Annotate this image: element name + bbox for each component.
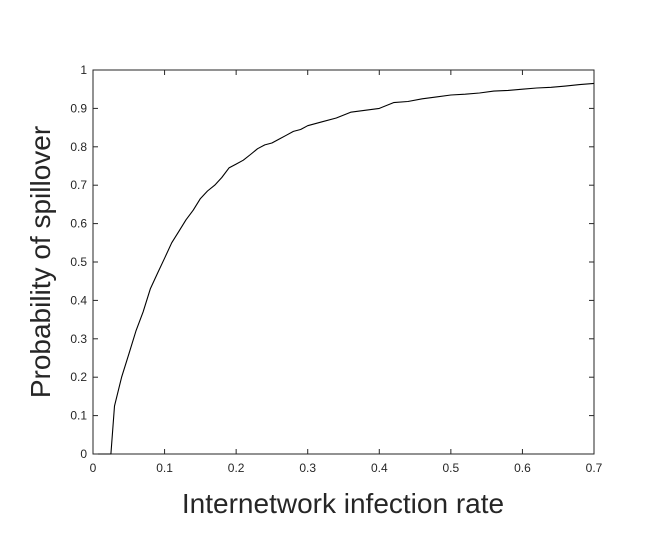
y-axis-label: Probability of spillover bbox=[25, 126, 56, 398]
y-axis-ticks: 0 0.1 0.2 0.3 0.4 0.5 0.6 0.7 0.8 0.9 1 bbox=[70, 63, 594, 461]
x-axis-ticks: 0 0.1 0.2 0.3 0.4 0.5 0.6 0.7 bbox=[90, 70, 603, 475]
y-tick-label: 1 bbox=[80, 63, 87, 77]
y-tick-label: 0.4 bbox=[70, 293, 87, 307]
x-tick-label: 0.5 bbox=[443, 461, 460, 475]
x-tick-label: 0.2 bbox=[228, 461, 245, 475]
y-tick-label: 0.8 bbox=[70, 140, 87, 154]
x-tick-label: 0.1 bbox=[156, 461, 173, 475]
y-tick-label: 0.1 bbox=[70, 409, 87, 423]
y-tick-label: 0.2 bbox=[70, 370, 87, 384]
y-tick-label: 0.6 bbox=[70, 217, 87, 231]
spillover-series-line bbox=[93, 82, 595, 455]
x-tick-label: 0 bbox=[90, 461, 97, 475]
y-tick-label: 0.3 bbox=[70, 332, 87, 346]
y-tick-label: 0.7 bbox=[70, 178, 87, 192]
x-tick-label: 0.3 bbox=[299, 461, 316, 475]
y-tick-label: 0 bbox=[80, 447, 87, 461]
y-tick-label: 0.9 bbox=[70, 101, 87, 115]
x-axis-label: Internetwork infection rate bbox=[182, 488, 504, 519]
y-tick-label: 0.5 bbox=[70, 255, 87, 269]
x-tick-label: 0.6 bbox=[514, 461, 531, 475]
x-tick-label: 0.4 bbox=[371, 461, 388, 475]
x-tick-label: 0.7 bbox=[586, 461, 603, 475]
